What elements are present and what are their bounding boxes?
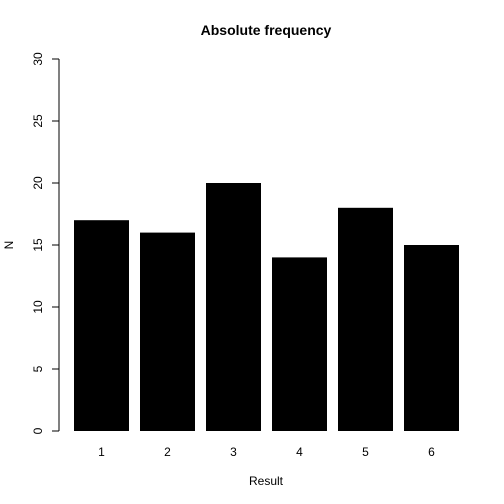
bar-2 [140,232,195,431]
y-tick-label: 25 [31,114,45,128]
y-tick-label: 30 [31,52,45,66]
x-tick-label: 2 [164,445,171,459]
y-tick-label: 5 [31,365,45,372]
x-tick-label: 1 [98,445,105,459]
bar-5 [338,207,393,431]
x-tick-label: 5 [362,445,369,459]
y-tick-label: 20 [31,176,45,190]
bar-6 [404,245,459,431]
y-axis-label: N [2,241,16,250]
y-tick-label: 0 [31,427,45,434]
y-tick-label: 10 [31,300,45,314]
x-tick-labels: 1 2 3 4 5 6 [98,445,435,459]
x-tick-label: 6 [428,445,435,459]
x-axis-label: Result [249,474,284,488]
chart-title: Absolute frequency [201,22,332,38]
bars-group [74,183,459,431]
bar-4 [272,257,327,431]
y-tick-label: 15 [31,238,45,252]
x-tick-label: 4 [296,445,303,459]
x-tick-label: 3 [230,445,237,459]
bar-3 [206,183,261,431]
bar-1 [74,220,129,431]
y-axis: 0 5 10 15 20 25 30 [31,52,60,434]
